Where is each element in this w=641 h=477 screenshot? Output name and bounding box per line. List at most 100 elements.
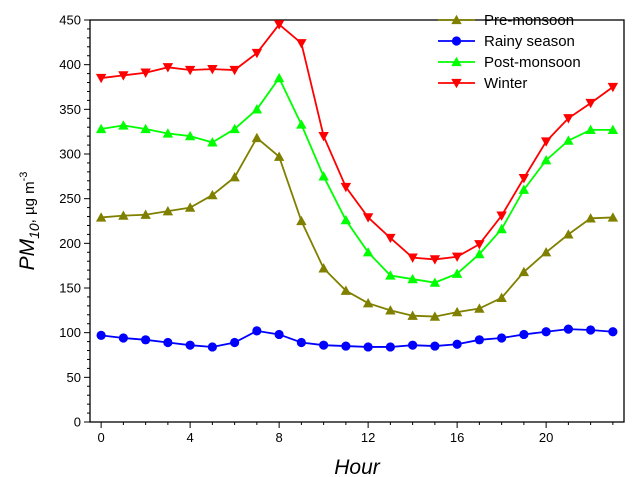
plot-area (89, 19, 625, 423)
data-point (385, 305, 396, 315)
data-point (362, 297, 374, 308)
legend: Pre-monsoon Rainy season Post-monsoon Winte… (438, 12, 581, 92)
data-point (608, 327, 618, 337)
data-point (318, 131, 329, 142)
data-point (185, 340, 195, 350)
data-point (362, 247, 374, 257)
data-point (162, 205, 174, 216)
data-point (140, 68, 151, 78)
data-point (184, 202, 196, 212)
data-point (162, 63, 174, 73)
data-point (140, 123, 151, 134)
data-point (518, 173, 530, 184)
data-point (497, 333, 507, 343)
data-point (340, 214, 352, 225)
data-point (362, 213, 374, 223)
data-point (586, 325, 596, 335)
data-point (429, 311, 441, 321)
data-point (607, 82, 619, 93)
data-point (607, 212, 619, 222)
legend-marker (451, 56, 462, 67)
y-tick-label: 200 (59, 236, 81, 251)
data-point (296, 39, 307, 49)
data-point (385, 233, 396, 244)
data-point (385, 342, 395, 352)
data-point (540, 247, 552, 257)
data-point (607, 124, 619, 135)
data-point (407, 310, 418, 320)
x-tick-label: 4 (187, 430, 194, 445)
x-axis: 0 4 8 12 16 20 (98, 422, 614, 445)
data-point (429, 277, 441, 287)
x-tick-label: 8 (276, 430, 283, 445)
data-point (184, 130, 196, 141)
data-point (95, 212, 107, 222)
data-point (162, 128, 174, 138)
data-point (474, 248, 485, 259)
data-point (273, 72, 285, 83)
data-point (319, 340, 329, 350)
data-point (207, 64, 218, 75)
data-point (318, 171, 329, 181)
data-point (541, 327, 551, 337)
legend-marker (451, 36, 462, 46)
data-point (385, 270, 396, 280)
data-point (229, 65, 240, 76)
data-point (563, 324, 573, 334)
data-point (563, 135, 574, 145)
legend-item: Rainy season (438, 33, 575, 50)
legend-item: Pre-monsoon (438, 12, 574, 29)
data-point (496, 223, 507, 234)
data-point (229, 172, 240, 182)
y-tick-label: 400 (59, 57, 81, 72)
y-tick-label: 0 (74, 415, 81, 430)
data-point (296, 337, 306, 348)
y-tick-label: 350 (59, 102, 81, 117)
series-line (101, 23, 614, 261)
legend-label: Pre-monsoon (484, 12, 574, 29)
x-axis-title: Hour (334, 456, 381, 477)
series-0 (95, 132, 619, 321)
data-point (540, 155, 552, 165)
y-tick-label: 150 (59, 281, 81, 296)
data-point (451, 268, 463, 278)
data-point (318, 263, 329, 273)
series-line (100, 76, 613, 284)
y-tick-label: 300 (59, 147, 81, 162)
series-line (101, 328, 613, 348)
legend-marker (451, 78, 462, 89)
data-point (252, 326, 262, 336)
data-point (140, 209, 151, 219)
data-point (585, 98, 596, 109)
data-point (273, 151, 285, 161)
y-tick-label: 250 (59, 191, 81, 206)
series-2 (95, 72, 619, 287)
legend-label: Post-monsoon (484, 54, 581, 71)
data-point (585, 213, 596, 223)
data-point (518, 266, 530, 277)
data-point (563, 114, 574, 124)
data-point (163, 337, 173, 348)
series-layer (95, 20, 619, 352)
data-point (340, 182, 352, 193)
data-point (407, 273, 418, 284)
y-tick-label: 100 (59, 325, 81, 340)
x-tick-label: 20 (539, 430, 553, 445)
data-point (251, 132, 263, 143)
legend-label: Rainy season (484, 33, 575, 50)
data-point (451, 306, 463, 317)
data-point (118, 71, 129, 81)
x-tick-label: 12 (361, 430, 375, 445)
legend-item: Post-monsoon (438, 54, 581, 71)
data-point (230, 337, 240, 348)
data-point (95, 123, 107, 134)
y-tick-label: 50 (67, 370, 81, 385)
data-point (184, 65, 196, 76)
legend-marker (451, 14, 462, 25)
data-point (563, 229, 574, 239)
data-point (518, 184, 530, 194)
data-point (407, 253, 418, 263)
data-point (474, 240, 485, 250)
data-point (296, 215, 307, 226)
